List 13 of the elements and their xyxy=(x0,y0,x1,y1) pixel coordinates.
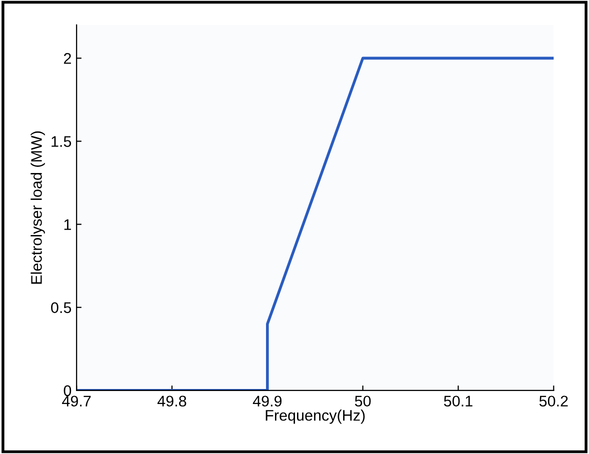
x-tick-label: 49.7 xyxy=(62,396,91,407)
x-tick-label: 50 xyxy=(354,396,371,407)
x-tick-label: 50.2 xyxy=(539,396,568,407)
x-tick-label: 49.8 xyxy=(157,396,186,407)
y-tick-label: 0.5 xyxy=(51,302,72,314)
y-tick-label: 0 xyxy=(64,385,72,396)
x-tick-label: 49.9 xyxy=(252,396,282,407)
y-tick-label: 2 xyxy=(64,53,71,64)
y-axis-title: Electrolyser load (MW) xyxy=(30,131,45,284)
x-tick-label: 50.1 xyxy=(444,396,472,407)
y-tick-label: 1 xyxy=(64,219,71,230)
y-tick-label: 1.5 xyxy=(52,136,72,147)
x-axis-title: Frequency(Hz) xyxy=(266,410,365,424)
